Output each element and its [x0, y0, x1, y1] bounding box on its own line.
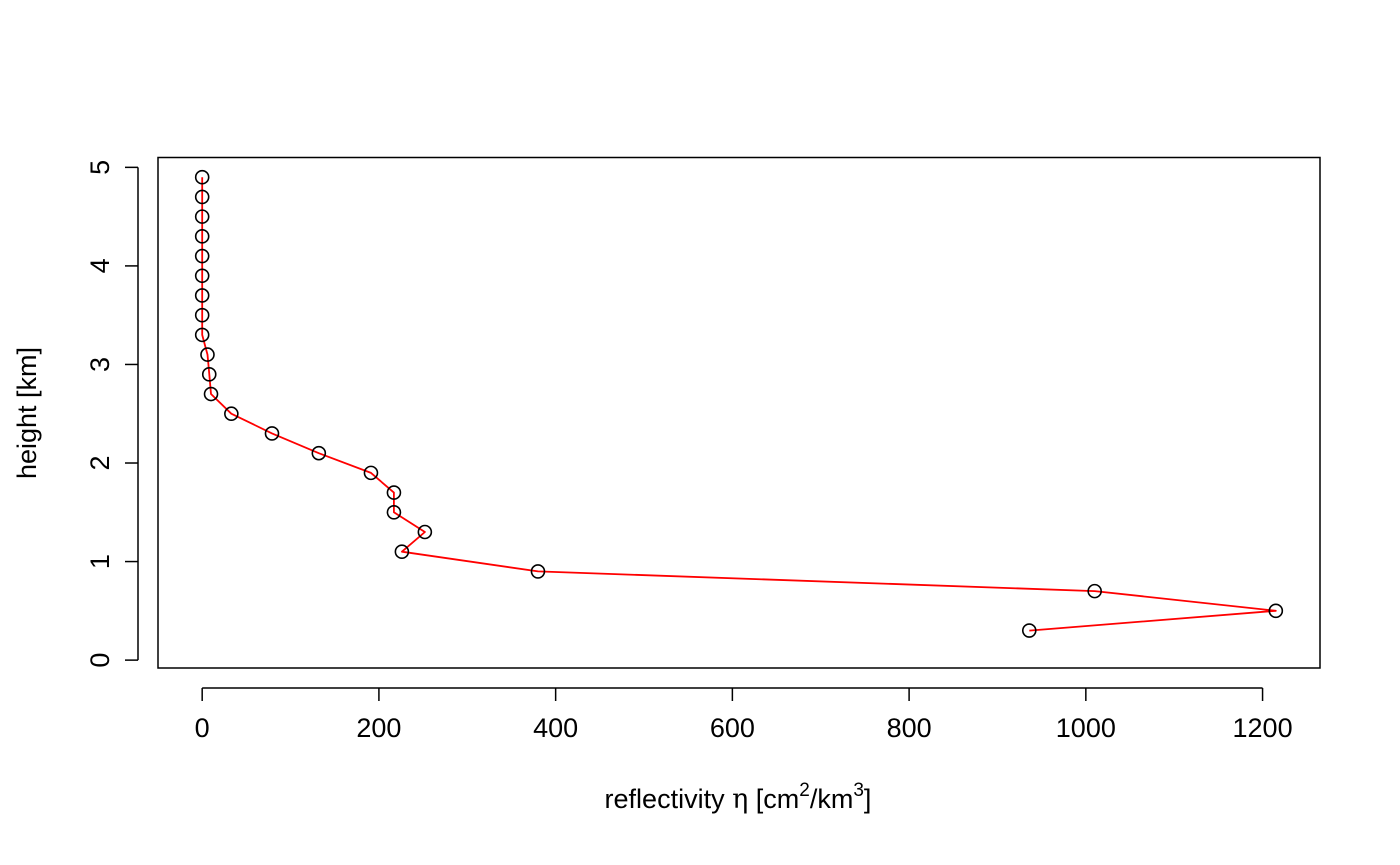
x-axis: 0 200 400 600 800 1000 1200 [195, 687, 1293, 743]
data-point [194, 268, 210, 284]
y-tick-label: 4 [85, 258, 115, 273]
y-tick-label: 5 [85, 160, 115, 175]
data-point [1021, 623, 1037, 638]
data-point [394, 544, 410, 560]
data-point [194, 169, 210, 185]
x-tick-label: 400 [533, 713, 578, 743]
data-point [201, 367, 217, 382]
data-point [203, 386, 219, 402]
data-point [194, 307, 210, 323]
data-point [194, 189, 210, 205]
data-point [417, 524, 433, 540]
data-point [530, 564, 546, 579]
data-point [194, 209, 210, 224]
eta-symbol: η [732, 784, 748, 815]
data-point [311, 445, 327, 461]
y-axis-title: height [km] [12, 347, 42, 479]
data-point [200, 347, 215, 362]
data-point [1268, 603, 1284, 619]
data-point [386, 504, 402, 520]
x-tick-label: 1200 [1233, 713, 1293, 743]
x-axis-title: reflectivity η [cm2/km3] [605, 780, 872, 815]
x-tick-label: 800 [887, 713, 932, 743]
data-point [363, 465, 379, 481]
y-axis: 0 1 2 3 4 5 [85, 160, 139, 668]
data-point [264, 426, 280, 441]
x-tick-label: 200 [356, 713, 401, 743]
series-line [201, 177, 1277, 632]
data-point [1087, 583, 1102, 599]
y-tick-label: 1 [85, 554, 115, 569]
x-tick-label: 1000 [1056, 713, 1116, 743]
y-tick-label: 0 [85, 653, 115, 668]
series-layer [194, 169, 1284, 638]
data-point [194, 327, 210, 343]
data-point [224, 406, 239, 422]
data-point [194, 229, 210, 244]
data-point [194, 248, 210, 264]
x-tick-label: 600 [710, 713, 755, 743]
plot-frame [157, 156, 1321, 669]
data-point [194, 288, 210, 303]
x-tick-label: 0 [195, 713, 210, 743]
data-point [386, 485, 402, 500]
y-tick-label: 2 [85, 455, 115, 470]
y-tick-label: 3 [85, 357, 115, 372]
